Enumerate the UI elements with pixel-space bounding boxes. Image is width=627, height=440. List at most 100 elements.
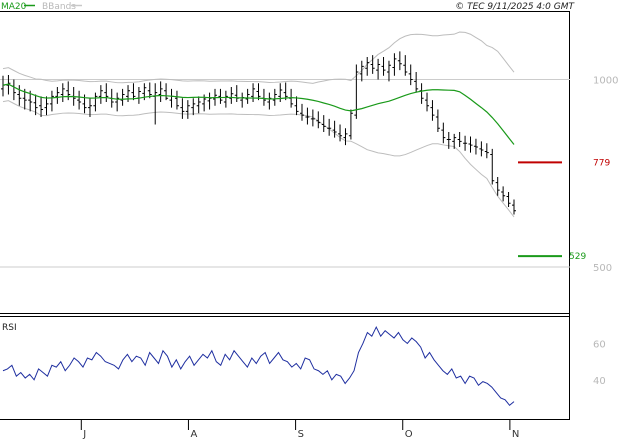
price-bar [512, 199, 516, 215]
price-bar [218, 88, 223, 104]
price-bar [479, 141, 484, 157]
price-bar [131, 83, 136, 101]
price-bar [381, 57, 386, 76]
price-bar [251, 83, 256, 102]
price-bar [87, 98, 92, 117]
price-bar [11, 79, 16, 101]
price-bar [104, 83, 109, 102]
price-bar [207, 92, 212, 110]
price-bar [468, 136, 473, 153]
price-bar [365, 57, 370, 76]
price-bar [332, 120, 337, 138]
bollinger-bands [2, 31, 515, 218]
price-bar [223, 90, 228, 108]
price-bar [392, 53, 397, 76]
price-bar [229, 87, 234, 104]
price-bar [234, 85, 239, 102]
price-bar [60, 83, 65, 102]
price-bar [93, 92, 98, 112]
support-level-label: 529 [569, 252, 586, 262]
price-bar [506, 192, 511, 207]
rsi-y-tick-0: 60 [593, 339, 606, 350]
resistance-level-label: 779 [593, 158, 610, 168]
price-bar [158, 81, 163, 102]
price-bar [17, 85, 22, 106]
price-ohlc-bars [1, 51, 516, 215]
price-bar [490, 148, 495, 185]
price-bar [153, 83, 158, 125]
price-bar [430, 100, 435, 121]
bband-upper-line [2, 31, 515, 84]
rsi-title: RSI [2, 323, 17, 333]
price-bar [49, 90, 54, 112]
price-bar [98, 85, 103, 104]
ma20-legend-label: MA20 [1, 2, 27, 12]
price-bar [174, 90, 179, 110]
ma20-line-group [2, 83, 515, 145]
price-bar [338, 124, 343, 142]
price-y-tick-0: 1000 [593, 76, 618, 87]
price-bar [441, 122, 446, 144]
price-bar [457, 132, 462, 147]
price-bar [321, 115, 326, 132]
price-bar [386, 60, 391, 82]
price-bar [55, 87, 60, 104]
rsi-y-tick-labels: 60 40 [593, 339, 606, 386]
price-bar [299, 103, 304, 121]
price-bar [136, 87, 141, 104]
price-bar [283, 82, 288, 101]
price-bar [33, 94, 38, 116]
price-bar [354, 64, 359, 119]
rsi-y-tick-1: 40 [593, 376, 606, 387]
copyright-label: © TEC 9/11/2025 4:0 GMT [455, 2, 575, 12]
price-bar [501, 186, 506, 202]
price-bar [305, 107, 310, 125]
price-y-tick-1: 500 [593, 263, 612, 274]
price-bar [169, 88, 174, 108]
price-bar [452, 133, 457, 149]
rsi-line-group [2, 325, 515, 406]
rsi-line [2, 325, 515, 406]
price-bar [267, 92, 272, 110]
x-tick-label-4: N [512, 429, 519, 440]
price-bar [414, 72, 419, 93]
price-bar [294, 96, 299, 116]
price-bar [435, 109, 440, 132]
ma20-line [2, 83, 515, 145]
price-bar [343, 128, 348, 146]
price-bar [261, 88, 266, 106]
price-bar [403, 55, 408, 76]
price-bar [115, 92, 120, 112]
price-bar [77, 90, 82, 110]
price-bar [446, 132, 451, 149]
price-bar [120, 88, 125, 106]
price-bar [419, 83, 424, 104]
price-bar [278, 83, 283, 102]
bbands-legend-label: BBands [42, 2, 76, 12]
x-tick-label-0: J [82, 429, 86, 440]
price-gridlines [0, 79, 570, 268]
price-bar [39, 96, 44, 117]
bband-lower-line [2, 100, 515, 218]
price-bar [359, 60, 364, 82]
price-bar [348, 109, 353, 140]
price-bar [408, 64, 413, 86]
price-bar [245, 88, 250, 104]
price-bar [463, 135, 468, 151]
price-bar [376, 58, 381, 80]
price-bar [327, 118, 332, 136]
price-bar [185, 100, 190, 119]
price-levels: 779 529 [518, 158, 610, 262]
price-bar [310, 109, 315, 127]
price-bar [256, 83, 261, 101]
x-tick-label-1: A [190, 429, 197, 440]
price-bar [397, 51, 402, 71]
price-bar [147, 82, 152, 99]
price-bar [370, 55, 375, 74]
price-bar [44, 96, 49, 116]
price-bar [484, 143, 489, 159]
price-bar [495, 177, 500, 196]
price-bar [272, 88, 277, 106]
